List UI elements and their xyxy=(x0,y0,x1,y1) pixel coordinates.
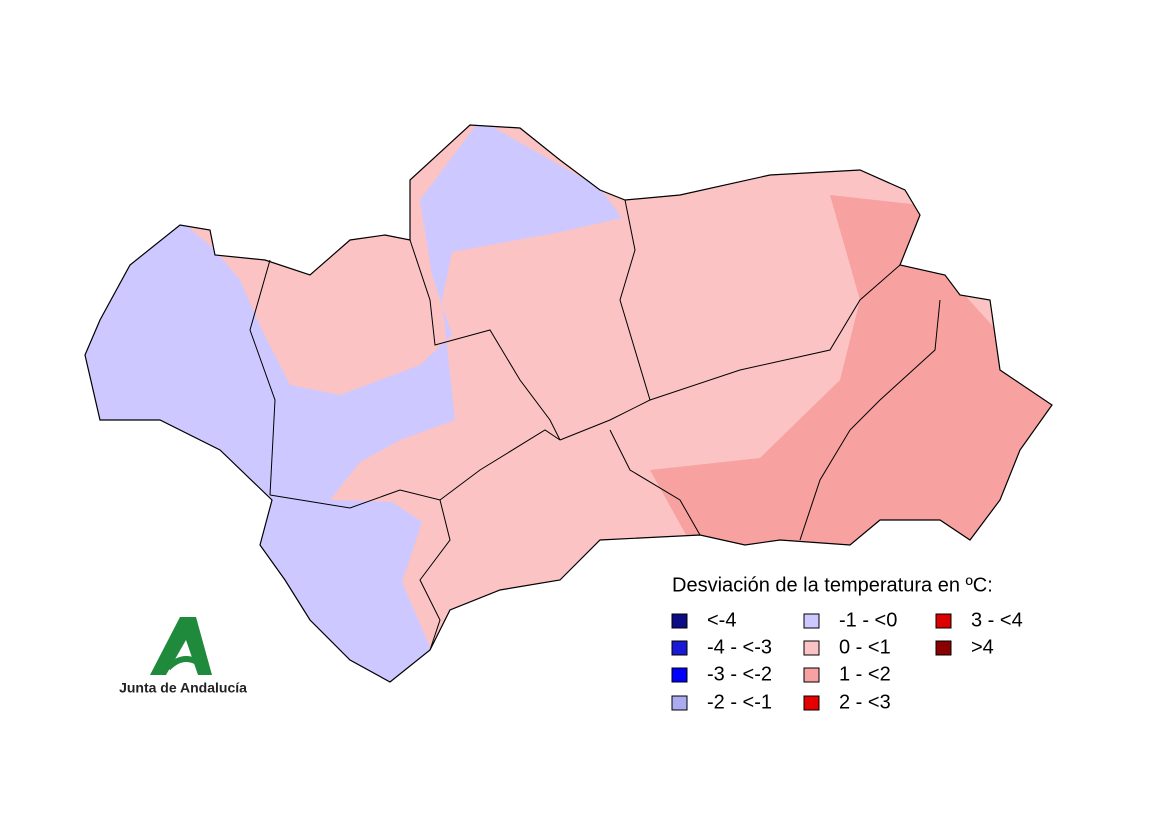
legend-label: 3 - <4 xyxy=(971,609,1023,631)
legend-label: <-4 xyxy=(707,609,736,631)
legend-label: 2 - <3 xyxy=(839,691,891,713)
legend-title: Desviación de la temperatura en ºC: xyxy=(672,574,993,596)
legend-swatch xyxy=(803,613,820,629)
legend-swatch xyxy=(671,640,688,656)
legend-label: -1 - <0 xyxy=(839,609,897,631)
legend-swatch xyxy=(935,613,952,629)
legend-swatch xyxy=(803,695,820,711)
legend-swatch xyxy=(671,613,688,629)
legend: <-4 -4 - <-3 -3 - <-2 -2 - <-1 -1 - <0 0 - <1… xyxy=(671,609,1023,713)
logo-text: Junta de Andalucía xyxy=(119,680,247,696)
legend-label: >4 xyxy=(971,636,994,658)
province-borders xyxy=(249,199,941,651)
legend-swatch xyxy=(803,667,820,683)
legend-label: 0 - <1 xyxy=(839,636,891,658)
legend-swatch xyxy=(803,640,820,656)
logo: Junta de Andalucía xyxy=(119,617,247,696)
legend-swatch xyxy=(671,695,688,711)
legend-label: -3 - <-2 xyxy=(707,663,772,685)
legend-label: -4 - <-3 xyxy=(707,636,772,658)
legend-swatch xyxy=(671,667,688,683)
logo-mark-arc xyxy=(165,656,208,671)
legend-label: -2 - <-1 xyxy=(707,691,772,713)
legend-swatch xyxy=(935,640,952,656)
legend-label: 1 - <2 xyxy=(839,663,891,685)
region-outline xyxy=(84,124,1053,683)
